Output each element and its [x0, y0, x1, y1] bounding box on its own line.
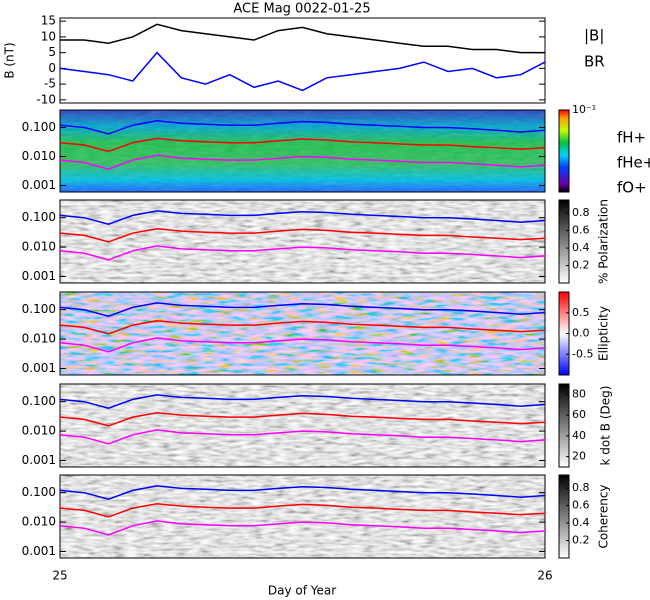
y-tick-label: 0.100: [22, 210, 56, 224]
plot-frame: [59, 199, 546, 284]
plot-frame: [59, 109, 546, 193]
data-line: [59, 320, 546, 335]
y-tick-label: 0.001: [22, 178, 56, 192]
x-tick-label: 25: [52, 569, 67, 583]
y-tick-label: 0.001: [22, 544, 56, 558]
y-tick-label: 5: [48, 45, 56, 59]
colorbar-tick-label: 10⁻¹: [572, 103, 596, 116]
y-tick-label: 0.010: [22, 149, 56, 163]
data-line: [59, 120, 546, 135]
data-line: [59, 137, 546, 153]
colorbar-tick-label: 60: [572, 408, 586, 421]
data-line: [59, 154, 546, 170]
colorbar-label: % Polarization: [597, 199, 611, 284]
colorbar-tick-label: -0.5: [572, 347, 593, 360]
data-line: [59, 337, 546, 353]
plot-frame: [59, 474, 546, 559]
colorbar-tick-label: 0.4: [572, 241, 590, 254]
colorbar-tick-label: 0.2: [572, 534, 590, 547]
legend-label: fO+: [617, 179, 647, 197]
y-tick-label: 0.100: [22, 485, 56, 499]
data-line: [59, 394, 546, 409]
y-tick-label: -10: [36, 92, 56, 106]
legend-label: |B|: [584, 27, 604, 45]
data-line: [59, 485, 546, 500]
y-axis-label: B (nT): [3, 42, 17, 78]
colorbar-tick-label: 0.2: [572, 259, 590, 272]
plot-frame: [59, 17, 546, 104]
colorbar-tick-label: 0.8: [572, 481, 590, 494]
data-line: [59, 302, 546, 317]
data-line: [59, 429, 546, 445]
colorbar-tick-label: 20: [572, 450, 586, 463]
y-tick-label: 0.010: [22, 515, 56, 529]
colorbar-label: Ellipticity: [597, 306, 611, 361]
data-line: [59, 210, 546, 225]
x-axis-label: Day of Year: [268, 584, 336, 598]
legend-label: fH+: [617, 129, 646, 147]
colorbar: [558, 199, 570, 284]
x-tick-label: 26: [537, 569, 552, 583]
data-line: [59, 520, 546, 536]
y-tick-label: 0.100: [22, 394, 56, 408]
data-line: [59, 503, 546, 518]
y-tick-label: 0.100: [22, 302, 56, 316]
colorbar-tick-label: 0.4: [572, 516, 590, 529]
legend-label: BR: [584, 53, 605, 71]
y-tick-label: 15: [41, 14, 56, 28]
colorbar-label: Coherency: [597, 484, 611, 548]
y-tick-label: 0.001: [22, 361, 56, 375]
colorbar-tick-label: 0.0: [572, 327, 590, 340]
y-tick-label: 0.001: [22, 453, 56, 467]
colorbar-tick-label: 0.6: [572, 224, 590, 237]
plot-frame: [59, 291, 546, 376]
data-line: [59, 228, 546, 243]
y-tick-label: 0.001: [22, 269, 56, 283]
legend-label: fHe+: [617, 154, 650, 172]
colorbar-tick-label: 0.8: [572, 206, 590, 219]
y-tick-label: 0.010: [22, 332, 56, 346]
colorbar-tick-label: 0.6: [572, 499, 590, 512]
data-line: [59, 51, 546, 92]
colorbar: [558, 383, 570, 468]
y-tick-label: 0.010: [22, 424, 56, 438]
y-tick-label: -5: [44, 77, 56, 91]
colorbar-tick-label: 80: [572, 387, 586, 400]
chart-title: ACE Mag 0022-01-25: [233, 2, 370, 17]
y-tick-label: 0.100: [22, 120, 56, 134]
colorbar-tick-label: 0.5: [572, 306, 590, 319]
y-tick-label: 10: [41, 29, 56, 43]
colorbar-label: k dot B (Deg): [599, 386, 613, 466]
y-tick-label: 0.010: [22, 240, 56, 254]
data-line: [60, 23, 545, 54]
y-tick-label: 0: [48, 61, 56, 75]
plot-frame: [59, 383, 546, 468]
data-line: [59, 412, 546, 427]
colorbar: [558, 474, 570, 559]
colorbar: [558, 109, 570, 193]
data-line: [59, 245, 546, 261]
colorbar-tick-label: 40: [572, 429, 586, 442]
